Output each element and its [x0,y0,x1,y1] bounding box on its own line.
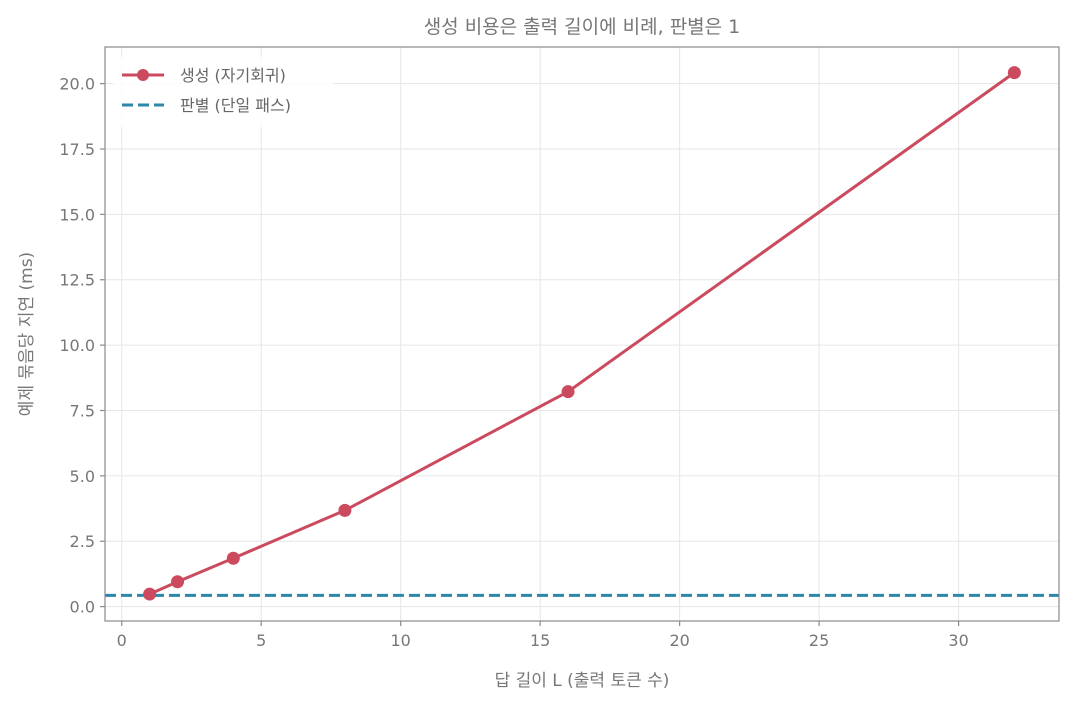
y-axis-ticks: 0.0 2.5 5.0 7.5 10.0 12.5 15.0 17.5 20.0 [59,75,105,617]
x-tick-label: 25 [809,631,829,650]
y-tick-label: 7.5 [70,401,95,420]
plot-frame [104,46,1060,622]
y-tick-label: 12.5 [59,271,95,290]
legend: 생성 (자기회귀) 판별 (단일 패스) [113,57,333,127]
generation-data-point [561,385,575,399]
y-tick-label: 2.5 [70,532,95,551]
x-tick-label: 30 [948,631,968,650]
generation-data-point [171,575,185,589]
x-tick-label: 10 [391,631,411,650]
x-tick-label: 20 [669,631,689,650]
x-axis-ticks: 0 5 10 15 20 25 30 [117,621,969,650]
grid-lines [105,47,1059,621]
y-tick-label: 15.0 [59,205,95,224]
legend-label-discrimination: 판별 (단일 패스) [180,96,291,115]
x-tick-label: 15 [530,631,550,650]
x-axis-label: 답 길이 L (출력 토큰 수) [495,671,670,691]
generation-data-point [1007,66,1021,80]
legend-box [113,57,333,127]
y-tick-label: 17.5 [59,140,95,159]
y-tick-label: 20.0 [59,75,95,94]
y-tick-label: 0.0 [70,598,95,617]
chart-title: 생성 비용은 출력 길이에 비례, 판별은 1 [424,16,741,38]
generation-data-point [143,587,157,601]
legend-label-generation: 생성 (자기회귀) [180,66,286,85]
series-layer [105,66,1059,601]
y-tick-label: 10.0 [59,336,95,355]
y-axis-label: 예제 묶음당 지연 (ms) [17,252,37,416]
x-tick-label: 0 [117,631,127,650]
generation-data-point [338,503,352,517]
generation-data-point [226,551,240,565]
legend-swatch-generation-marker [137,69,149,81]
x-tick-label: 5 [256,631,266,650]
y-tick-label: 5.0 [70,467,95,486]
